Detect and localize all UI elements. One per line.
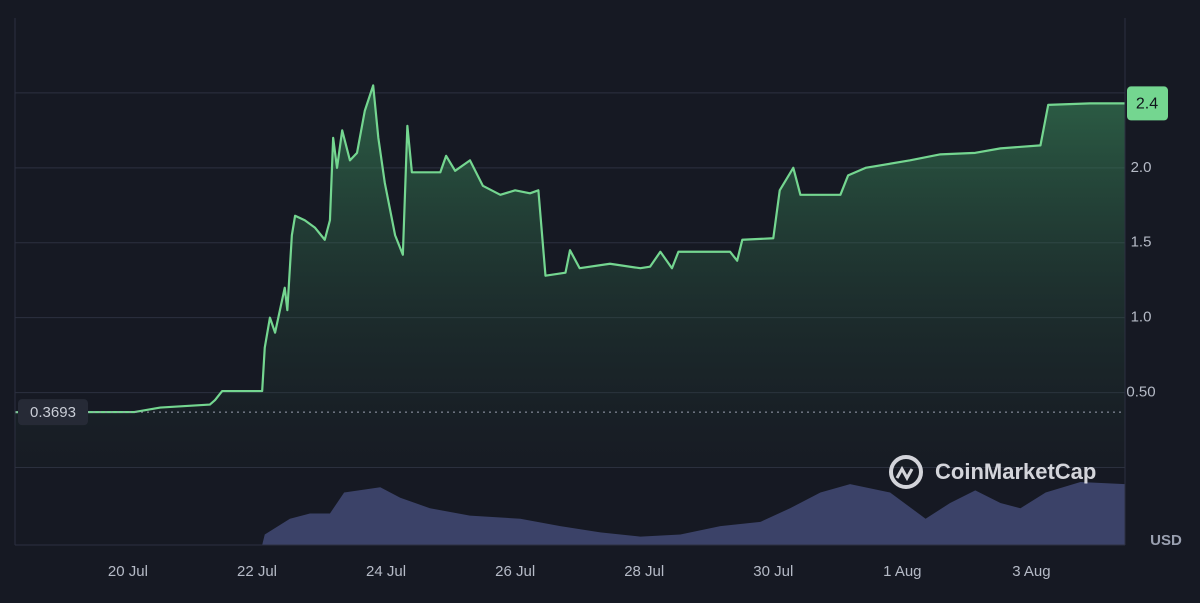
open-price-badge <box>18 399 88 426</box>
x-tick-label: 28 Jul <box>624 563 664 580</box>
logo-mark <box>895 465 914 482</box>
x-tick-label: 30 Jul <box>753 563 793 580</box>
logo <box>889 455 923 489</box>
last-price-label: 2.4 <box>1136 96 1158 113</box>
x-tick-label: 3 Aug <box>1012 563 1050 580</box>
x-tick-label: 1 Aug <box>883 563 921 580</box>
price-line <box>14 84 1125 414</box>
last-price-badge <box>1127 86 1168 121</box>
x-tick-label: 20 Jul <box>108 563 148 580</box>
watermark: CoinMarketCap <box>889 455 1096 489</box>
volume-area <box>262 482 1126 545</box>
x-tick-label: 26 Jul <box>495 563 535 580</box>
y-tick-label: 2.0 <box>1131 159 1152 176</box>
y-tick-label: 1.0 <box>1131 309 1152 326</box>
x-tick-label: 22 Jul <box>237 563 277 580</box>
y-tick-label: 0.50 <box>1126 384 1155 401</box>
currency: USD <box>1150 532 1182 549</box>
price-area <box>15 85 1125 468</box>
y-tick-label: 1.5 <box>1131 234 1152 251</box>
x-tick-label: 24 Jul <box>366 563 406 580</box>
open-price-label: 0.3693 <box>30 404 76 421</box>
watermark-text: CoinMarketCap <box>935 459 1096 484</box>
